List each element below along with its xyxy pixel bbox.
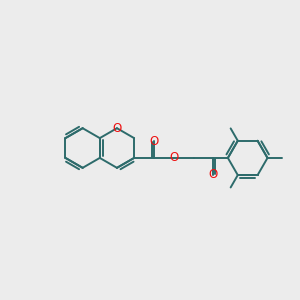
Text: O: O <box>209 168 218 181</box>
Text: O: O <box>112 122 122 135</box>
Text: O: O <box>149 135 158 148</box>
Text: O: O <box>169 152 178 164</box>
